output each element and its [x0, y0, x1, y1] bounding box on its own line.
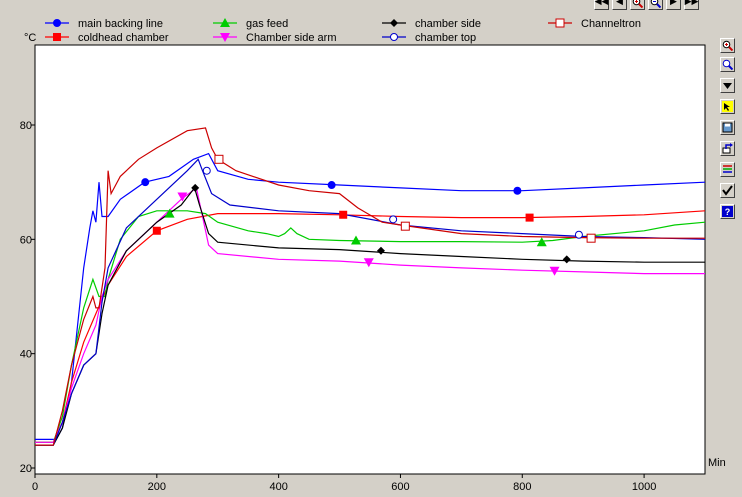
- zoom-fit-button[interactable]: [720, 57, 735, 72]
- legend: main backing line gas feed chamber side Cha…: [45, 18, 641, 44]
- legend-label: chamber top: [415, 32, 476, 44]
- legend-label: gas feed: [246, 18, 288, 30]
- help-icon: ?: [722, 206, 733, 217]
- legend-item: main backing line: [45, 18, 163, 30]
- next-page-button[interactable]: ▶: [666, 0, 681, 10]
- series-line: [35, 158, 706, 446]
- legend-label: Channeltron: [581, 18, 641, 30]
- x-tick-label: 0: [32, 481, 38, 493]
- legend-marker: [390, 33, 398, 41]
- legend-item: chamber side: [382, 18, 481, 30]
- series-marker: [141, 178, 150, 187]
- series-marker: [202, 166, 211, 175]
- dropdown-arrow-button[interactable]: [720, 78, 735, 93]
- legend-marker: [53, 19, 61, 27]
- zoom-fit-icon: [722, 59, 733, 70]
- legend-marker: [220, 33, 230, 42]
- x-axis-unit-label: Min: [708, 457, 726, 469]
- series-markers: [141, 154, 596, 276]
- svg-text:?: ?: [725, 207, 731, 217]
- zoom-out-button[interactable]: [648, 0, 663, 10]
- export-icon: [722, 143, 733, 154]
- series-marker: [152, 226, 161, 235]
- series-marker: [536, 237, 547, 247]
- checkmark-button[interactable]: [720, 183, 735, 198]
- series-marker: [513, 186, 522, 195]
- y-tick-label: 20: [20, 463, 32, 475]
- color-lines-button[interactable]: [720, 162, 735, 177]
- zoom-in-button[interactable]: [720, 38, 735, 53]
- series-marker: [562, 255, 571, 264]
- y-tick-label: 60: [20, 234, 32, 246]
- zoom-in-icon: [632, 0, 643, 8]
- checkmark-icon: [722, 185, 733, 196]
- dropdown-arrow-icon: [722, 80, 733, 91]
- series-marker: [400, 221, 410, 231]
- series-marker: [214, 154, 224, 164]
- prev-page-icon: ◀: [616, 0, 623, 7]
- legend-marker: [390, 19, 398, 27]
- cursor-button[interactable]: [720, 99, 735, 114]
- save-icon: [722, 122, 733, 133]
- cursor-icon: [722, 101, 733, 112]
- legend-label: coldhead chamber: [78, 32, 169, 44]
- series-line: [35, 127, 705, 446]
- series-marker: [339, 210, 348, 219]
- series-marker: [376, 246, 385, 255]
- legend-marker: [53, 33, 61, 41]
- color-lines-icon: [722, 164, 733, 175]
- last-page-icon: ▶▶: [684, 0, 699, 7]
- y-tick-label: 40: [20, 349, 32, 361]
- series-marker: [363, 258, 374, 268]
- export-button[interactable]: [720, 141, 735, 156]
- series-marker: [327, 181, 336, 190]
- legend-marker: [555, 18, 565, 28]
- legend-item: chamber top: [382, 32, 476, 44]
- series-line: [35, 210, 706, 443]
- series-marker: [350, 235, 361, 245]
- series-marker: [389, 215, 398, 224]
- last-page-button[interactable]: ▶▶: [684, 0, 699, 10]
- y-tick-label: 80: [20, 120, 32, 132]
- first-page-icon: ◀◀: [594, 0, 609, 7]
- zoom-out-icon: [650, 0, 661, 8]
- x-tick-label: 400: [269, 481, 287, 493]
- next-page-icon: ▶: [670, 0, 677, 7]
- first-page-button[interactable]: ◀◀: [594, 0, 609, 10]
- legend-item: gas feed: [213, 18, 288, 30]
- legend-label: main backing line: [78, 18, 163, 30]
- legend-marker: [220, 18, 230, 27]
- series-marker: [586, 233, 596, 243]
- x-tick-label: 1000: [632, 481, 656, 493]
- series-marker: [549, 266, 560, 276]
- series-marker: [525, 213, 534, 222]
- series-marker: [164, 208, 175, 218]
- y-axis-unit-label: °C: [24, 32, 36, 44]
- axis-ticks: 0 200 400 600 800 1000 20 40 60 80: [20, 120, 657, 493]
- legend-item: coldhead chamber: [45, 32, 169, 44]
- series-line: [35, 210, 706, 443]
- legend-label: Chamber side arm: [246, 32, 336, 44]
- save-button[interactable]: [720, 120, 735, 135]
- zoom-in-button[interactable]: [630, 0, 645, 10]
- legend-label: chamber side: [415, 18, 481, 30]
- series-marker: [191, 183, 200, 192]
- legend-item: Channeltron: [548, 18, 641, 30]
- prev-page-button[interactable]: ◀: [612, 0, 627, 10]
- series-marker: [177, 192, 188, 202]
- help-button[interactable]: ?: [720, 204, 735, 219]
- x-tick-label: 600: [391, 481, 409, 493]
- x-tick-label: 200: [148, 481, 166, 493]
- series-marker: [574, 230, 583, 239]
- zoom-in-icon: [722, 40, 733, 51]
- legend-item: Chamber side arm: [213, 32, 336, 44]
- x-tick-label: 800: [513, 481, 531, 493]
